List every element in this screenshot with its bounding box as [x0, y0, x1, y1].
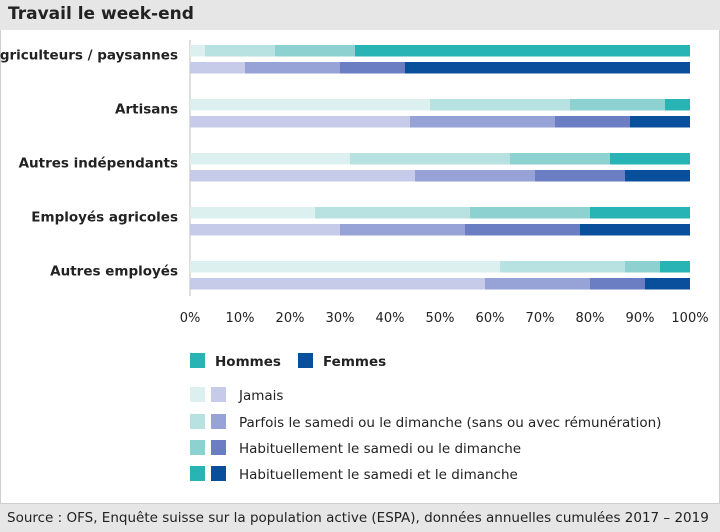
bar-segment-hommes — [665, 99, 690, 111]
bar-segment-hommes — [190, 207, 315, 219]
bar-segment-femmes — [535, 170, 625, 182]
category-label: Autres employés — [50, 264, 178, 280]
legend-label-hommes: Hommes — [215, 354, 281, 370]
bar-segment-hommes — [500, 261, 625, 273]
bar-segment-hommes — [430, 99, 570, 111]
bar-segment-hommes — [570, 99, 665, 111]
bar-segment-femmes — [415, 170, 535, 182]
bar-segment-femmes — [580, 224, 690, 236]
bar-segment-hommes — [190, 45, 205, 57]
bar-segment-femmes — [190, 278, 485, 290]
x-tick-label: 60% — [476, 311, 505, 326]
bar-segment-hommes — [355, 45, 690, 57]
bar-segment-hommes — [610, 153, 690, 165]
bar-segment-femmes — [340, 62, 405, 74]
bar-segment-femmes — [410, 116, 555, 128]
legend-swatch-hommes-series — [190, 414, 205, 429]
category-label: Autres indépendants — [19, 156, 178, 172]
bar-segment-hommes — [625, 261, 660, 273]
legend-swatch-femmes-series — [211, 414, 226, 429]
bar-segment-femmes — [485, 278, 590, 290]
x-tick-label: 80% — [576, 311, 605, 326]
legend-swatch-femmes-series — [211, 440, 226, 455]
bar-segment-hommes — [205, 45, 275, 57]
bar-segment-hommes — [470, 207, 590, 219]
legend-series-label: Habituellement le samedi et le dimanche — [239, 467, 518, 483]
legend-label-femmes: Femmes — [323, 354, 386, 370]
bar-segment-femmes — [190, 224, 340, 236]
category-label: Agriculteurs / paysannes — [0, 48, 178, 64]
bar-segment-femmes — [190, 116, 410, 128]
legend-swatch-femmes-series — [211, 466, 226, 481]
bar-segment-femmes — [190, 170, 415, 182]
bar-segment-hommes — [190, 261, 500, 273]
chart-title: Travail le week-end — [8, 4, 194, 24]
x-tick-label: 20% — [276, 311, 305, 326]
legend-series-label: Jamais — [238, 388, 283, 404]
legend-series-label: Habituellement le samedi ou le dimanche — [239, 441, 521, 457]
bar-segment-femmes — [245, 62, 340, 74]
bar-segment-femmes — [625, 170, 690, 182]
bar-segment-femmes — [465, 224, 580, 236]
category-label: Artisans — [115, 102, 178, 118]
bar-segment-hommes — [350, 153, 510, 165]
x-tick-label: 50% — [426, 311, 455, 326]
bar-segment-hommes — [275, 45, 355, 57]
x-tick-label: 10% — [226, 311, 255, 326]
title-bar: Travail le week-end — [0, 0, 720, 30]
legend-swatch-hommes-series — [190, 387, 205, 402]
bar-segment-femmes — [405, 62, 690, 74]
legend-series-label: Parfois le samedi ou le dimanche (sans o… — [239, 415, 661, 431]
bar-segment-femmes — [555, 116, 630, 128]
footer: Source : OFS, Enquête suisse sur la popu… — [0, 504, 720, 532]
category-label: Employés agricoles — [31, 210, 178, 226]
bar-segment-hommes — [190, 99, 430, 111]
x-tick-label: 40% — [376, 311, 405, 326]
legend-swatch-femmes — [298, 353, 313, 368]
bar-segment-hommes — [510, 153, 610, 165]
bar-segment-hommes — [315, 207, 470, 219]
legend-swatch-hommes — [190, 353, 205, 368]
bar-segment-femmes — [630, 116, 690, 128]
x-tick-label: 30% — [326, 311, 355, 326]
legend-swatch-femmes-series — [211, 387, 226, 402]
x-tick-label: 70% — [526, 311, 555, 326]
bar-segment-hommes — [660, 261, 690, 273]
legend-swatch-hommes-series — [190, 466, 205, 481]
bar-segment-femmes — [190, 62, 245, 74]
bar-segment-hommes — [190, 153, 350, 165]
legend-swatch-hommes-series — [190, 440, 205, 455]
bar-segment-femmes — [645, 278, 690, 290]
bar-segment-femmes — [590, 278, 645, 290]
bar-segment-femmes — [340, 224, 465, 236]
x-tick-label: 0% — [180, 311, 201, 326]
source-note: Source : OFS, Enquête suisse sur la popu… — [7, 510, 709, 526]
x-tick-label: 100% — [671, 311, 708, 326]
bar-segment-hommes — [590, 207, 690, 219]
x-tick-label: 90% — [626, 311, 655, 326]
